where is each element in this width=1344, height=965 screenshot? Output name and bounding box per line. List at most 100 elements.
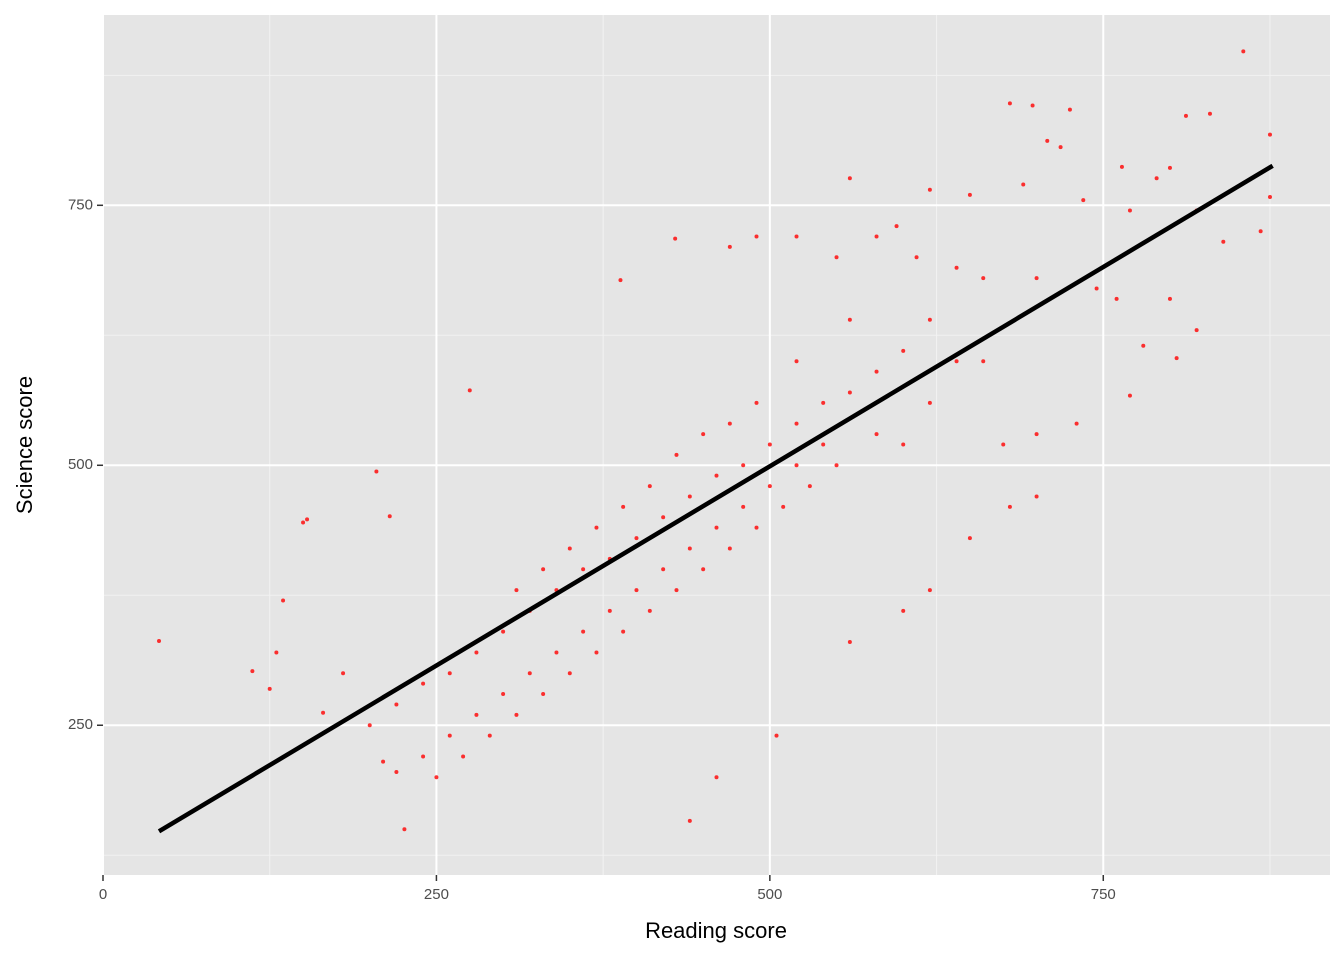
point xyxy=(954,265,959,270)
point xyxy=(274,650,279,655)
point xyxy=(1058,145,1063,150)
point xyxy=(1034,432,1039,437)
point xyxy=(554,650,559,655)
point xyxy=(727,546,732,551)
point xyxy=(727,244,732,249)
point xyxy=(914,255,919,260)
point xyxy=(501,629,506,634)
point xyxy=(1094,286,1099,291)
point xyxy=(687,494,692,499)
point xyxy=(1067,107,1072,112)
point xyxy=(321,710,326,715)
point xyxy=(967,536,972,541)
point xyxy=(607,608,612,613)
point xyxy=(701,567,706,572)
point xyxy=(794,359,799,364)
point xyxy=(1001,442,1006,447)
point xyxy=(821,400,826,405)
point xyxy=(250,669,255,674)
point xyxy=(981,276,986,281)
point xyxy=(767,484,772,489)
point xyxy=(1207,111,1212,116)
point xyxy=(647,484,652,489)
point xyxy=(774,733,779,738)
point xyxy=(581,567,586,572)
point xyxy=(341,671,346,676)
point xyxy=(374,469,379,474)
point xyxy=(447,733,452,738)
point xyxy=(807,484,812,489)
point xyxy=(367,723,372,728)
x-tick-label: 500 xyxy=(757,886,782,903)
point xyxy=(1119,164,1124,169)
point xyxy=(1258,229,1263,234)
point xyxy=(834,463,839,468)
point xyxy=(834,255,839,260)
point xyxy=(874,369,879,374)
point xyxy=(541,692,546,697)
point xyxy=(901,348,906,353)
point xyxy=(927,400,932,405)
fit-line xyxy=(157,163,1274,834)
point xyxy=(1045,138,1050,143)
y-tick-label: 250 xyxy=(68,716,93,733)
point xyxy=(381,759,386,764)
point xyxy=(1154,176,1159,181)
point xyxy=(467,388,472,393)
point xyxy=(674,588,679,593)
point xyxy=(874,234,879,239)
point xyxy=(634,536,639,541)
point xyxy=(1174,356,1179,361)
y-axis-title: Science score xyxy=(12,376,37,514)
point xyxy=(754,234,759,239)
point xyxy=(847,317,852,322)
point xyxy=(487,733,492,738)
x-axis-title: Reading score xyxy=(645,918,787,943)
point xyxy=(1141,343,1146,348)
point xyxy=(621,629,626,634)
point xyxy=(874,432,879,437)
point xyxy=(1007,504,1012,509)
point xyxy=(514,588,519,593)
panel xyxy=(103,15,1330,875)
point xyxy=(527,671,532,676)
point xyxy=(514,712,519,717)
point xyxy=(901,608,906,613)
point xyxy=(474,650,479,655)
point xyxy=(1007,101,1012,106)
point xyxy=(674,452,679,457)
point xyxy=(567,546,572,551)
point xyxy=(621,504,626,509)
y-tick-label: 750 xyxy=(68,196,93,213)
point xyxy=(673,236,678,241)
point xyxy=(901,442,906,447)
point xyxy=(1081,198,1086,203)
point xyxy=(281,598,286,603)
point xyxy=(1030,103,1035,108)
point xyxy=(1267,132,1272,137)
point xyxy=(1127,393,1132,398)
point xyxy=(714,775,719,780)
point xyxy=(1114,296,1119,301)
point xyxy=(981,359,986,364)
point xyxy=(1074,421,1079,426)
point xyxy=(402,827,407,832)
point xyxy=(741,463,746,468)
point xyxy=(1194,328,1199,333)
point xyxy=(1241,49,1246,54)
point xyxy=(701,432,706,437)
point xyxy=(1167,165,1172,170)
point xyxy=(501,692,506,697)
point xyxy=(1021,182,1026,187)
point xyxy=(1183,113,1188,118)
point xyxy=(305,517,310,522)
point xyxy=(434,775,439,780)
point xyxy=(447,671,452,676)
point xyxy=(781,504,786,509)
point xyxy=(847,640,852,645)
point xyxy=(741,504,746,509)
point xyxy=(927,588,932,593)
point xyxy=(794,463,799,468)
point xyxy=(567,671,572,676)
point xyxy=(1127,208,1132,213)
